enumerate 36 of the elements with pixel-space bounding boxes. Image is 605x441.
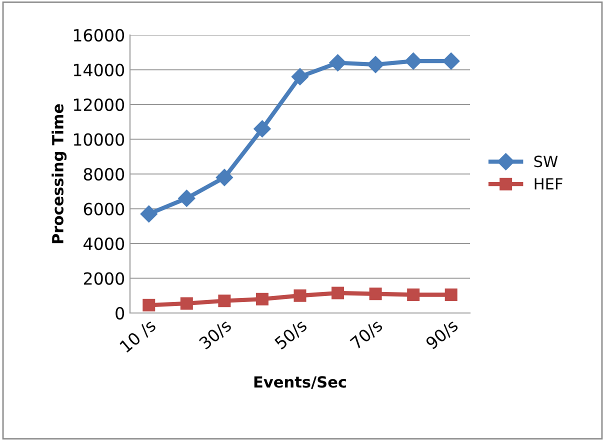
y-axis-title: Processing Time — [52, 104, 67, 244]
point — [329, 54, 346, 72]
x-tick-label: 70/s — [350, 318, 384, 351]
x-tick-label: 10 /s — [119, 318, 158, 354]
point — [332, 286, 344, 300]
y-tick-label: 10000 — [74, 133, 124, 146]
point — [140, 205, 158, 223]
y-tick-label: 4000 — [84, 237, 124, 250]
point — [444, 288, 458, 302]
point — [216, 168, 233, 186]
y-tick-label: 2000 — [84, 272, 124, 285]
y-tick-label: 12000 — [74, 98, 124, 112]
legend-label: SW — [534, 156, 558, 168]
x-tick-label: 50/s — [274, 318, 309, 351]
point — [178, 190, 196, 207]
point — [404, 52, 422, 70]
y-tick-label: 16000 — [74, 28, 124, 42]
point — [254, 120, 271, 138]
point — [367, 56, 384, 74]
point — [218, 294, 231, 308]
x-tick-label: 30/s — [198, 318, 233, 351]
point — [407, 288, 420, 302]
y-tick-label: 8000 — [84, 168, 124, 181]
point — [291, 68, 309, 86]
point — [369, 288, 382, 300]
legend-label: HEF — [534, 178, 562, 190]
point — [180, 297, 193, 310]
point — [294, 289, 306, 302]
x-tick-label: 90/s — [424, 318, 460, 351]
x-axis-title: Events/Sec — [254, 376, 346, 389]
y-tick-label: 6000 — [84, 202, 124, 216]
y-tick-label: 14000 — [74, 64, 124, 76]
y-tick-label: 0 — [116, 306, 124, 320]
point — [442, 52, 460, 70]
point — [142, 298, 156, 312]
point — [256, 292, 268, 306]
